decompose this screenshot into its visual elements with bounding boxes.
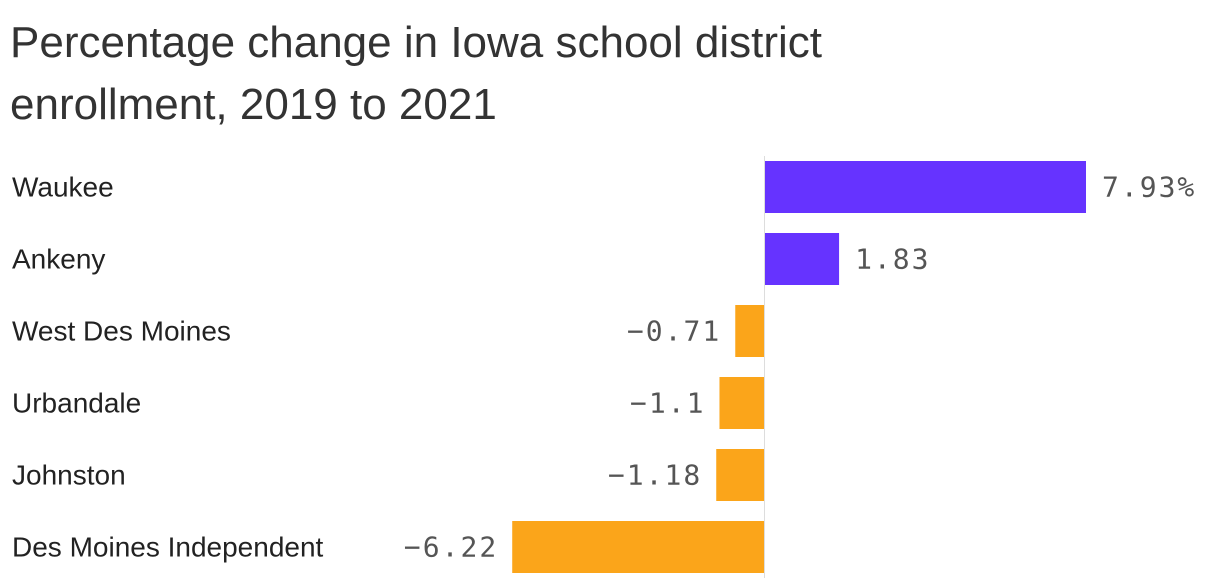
value-label: −0.71: [627, 315, 721, 348]
value-label: −1.18: [608, 459, 702, 492]
value-label: 7.93%: [1102, 171, 1196, 204]
value-label: 1.83: [855, 243, 930, 276]
category-label: Ankeny: [12, 244, 105, 275]
value-label: −1.1: [630, 387, 705, 420]
category-label: Des Moines Independent: [12, 532, 324, 563]
category-label: Urbandale: [12, 388, 141, 419]
bar: [735, 305, 764, 357]
category-label: West Des Moines: [12, 316, 231, 347]
chart-title: Percentage change in Iowa school distric…: [10, 18, 823, 129]
bar: [512, 521, 764, 573]
category-label: Johnston: [12, 460, 126, 491]
value-label: −6.22: [404, 531, 498, 564]
bar: [716, 449, 764, 501]
bar: [765, 233, 840, 285]
bar: [719, 377, 764, 429]
bar: [765, 161, 1086, 213]
category-label: Waukee: [12, 172, 114, 203]
